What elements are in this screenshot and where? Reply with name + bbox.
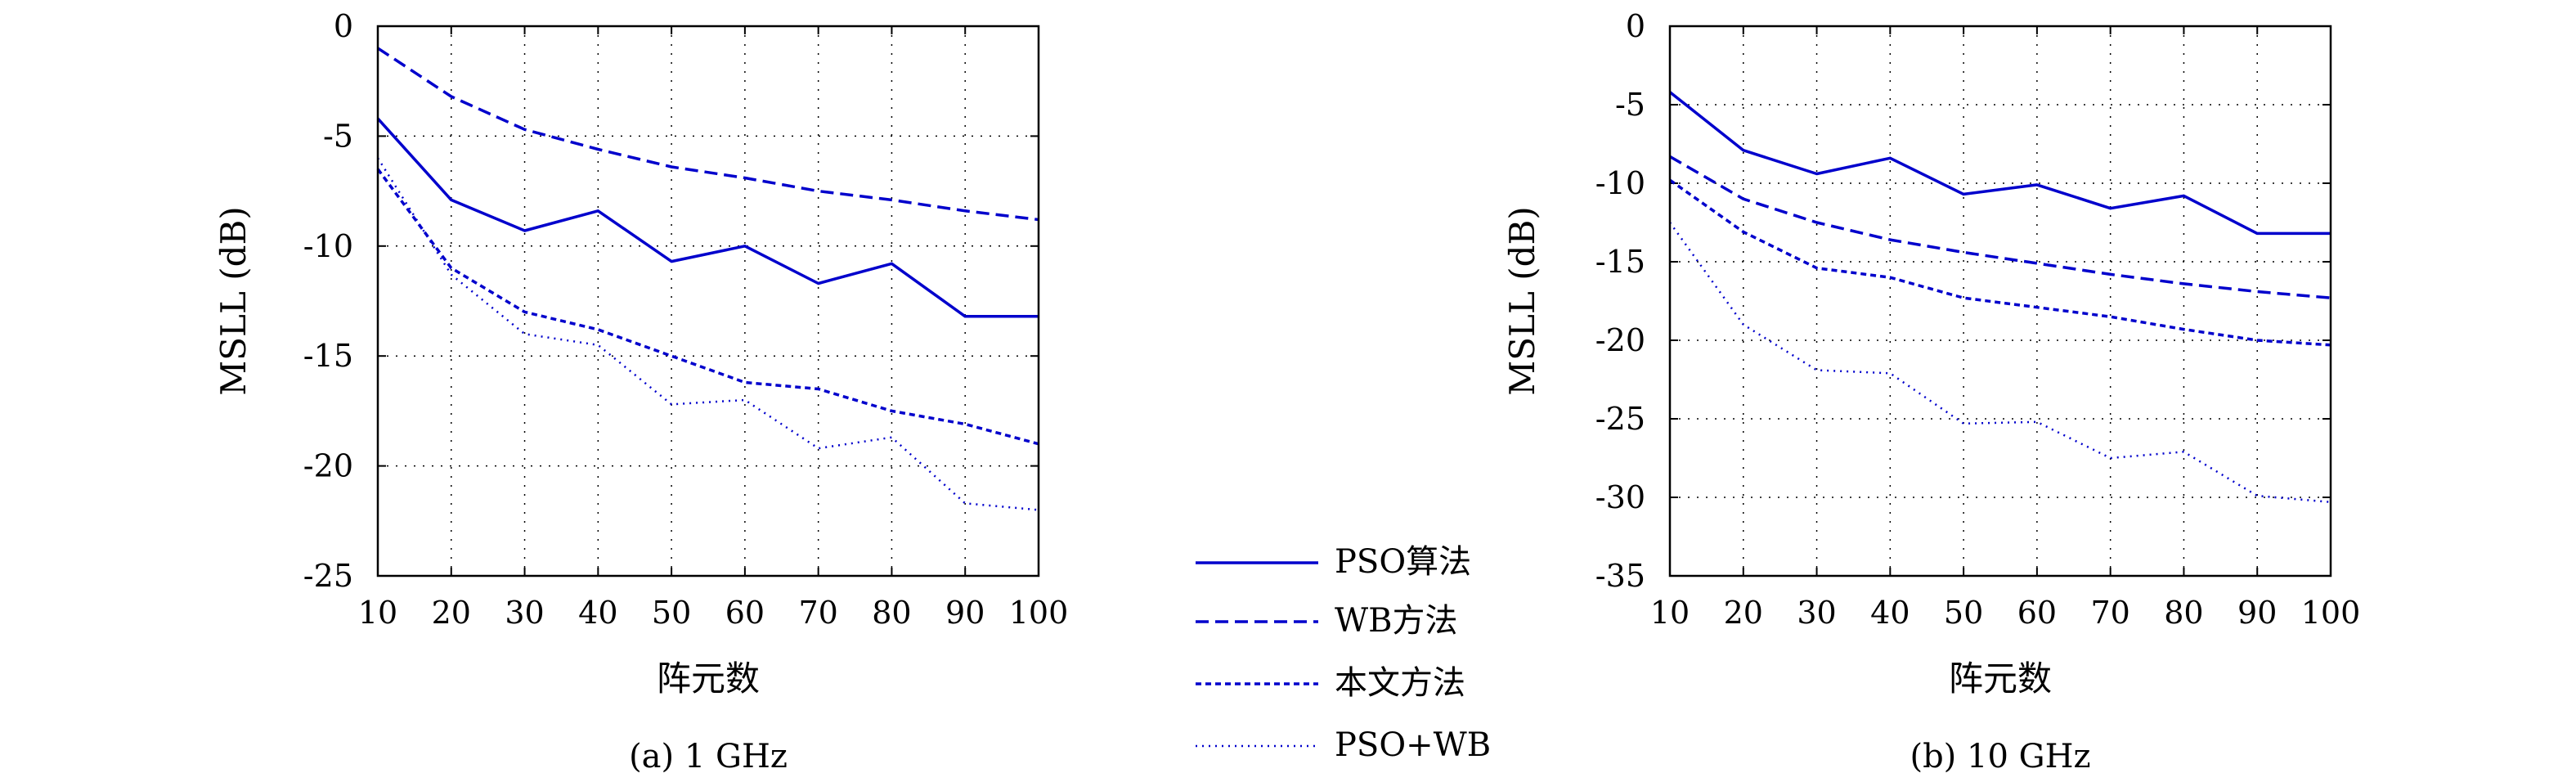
x-tick-label: 20 (432, 595, 471, 631)
y-tick-label: -5 (1615, 87, 1645, 123)
legend-label: WB方法 (1335, 602, 1458, 640)
y-tick-label: -20 (303, 448, 353, 484)
x-tick-label: 100 (1009, 595, 1069, 631)
y-tick-label: -20 (1595, 322, 1645, 358)
y-tick-label: 0 (1626, 8, 1645, 44)
x-tick-label: 20 (1724, 595, 1763, 631)
panel-caption: (b) 10 GHz (1910, 738, 2090, 775)
y-tick-label: -35 (1595, 558, 1645, 594)
x-tick-label: 50 (1944, 595, 1983, 631)
x-tick-label: 90 (945, 595, 985, 631)
y-axis-label: MSLL (dB) (1502, 206, 1542, 395)
y-tick-label: -10 (1595, 165, 1645, 201)
y-tick-label: -15 (303, 338, 353, 374)
legend-label: PSO算法 (1335, 543, 1471, 581)
x-tick-label: 60 (725, 595, 765, 631)
y-tick-label: -25 (1595, 401, 1645, 437)
x-tick-label: 100 (2301, 595, 2361, 631)
chart-panel-a: 10 20 30 40 50 60 70 80 90 100 0 -5 -10 -15 -20 -25 阵元数 M… (213, 8, 1068, 775)
x-axis-label: 阵元数 (1949, 658, 2052, 699)
plot-frame (376, 25, 1040, 578)
legend-label: PSO+WB (1335, 726, 1491, 764)
y-tick-label: -30 (1595, 479, 1645, 515)
y-tick-label: 0 (334, 8, 353, 44)
x-tick-label: 80 (872, 595, 911, 631)
x-tick-label: 70 (2090, 595, 2129, 631)
x-axis-label: 阵元数 (657, 658, 760, 699)
series-line-2 (1669, 155, 2331, 299)
series-line-1 (376, 117, 1039, 318)
legend-label: 本文方法 (1335, 664, 1465, 702)
x-tick-label: 60 (2017, 595, 2057, 631)
series-line-1 (1668, 91, 2331, 236)
series-line-2 (377, 47, 1039, 222)
y-tick-label: -25 (303, 558, 353, 594)
x-tick-label: 30 (505, 595, 544, 631)
panel-caption: (a) 1 GHz (629, 738, 788, 775)
y-axis-label: MSLL (dB) (213, 206, 254, 395)
x-tick-label: 70 (798, 595, 837, 631)
x-tick-label: 40 (578, 595, 617, 631)
y-tick-label: -5 (323, 118, 353, 154)
y-tick-label: -15 (1595, 244, 1645, 280)
plot-frame (1668, 25, 2332, 578)
x-tick-label: 10 (1650, 595, 1690, 631)
x-tick-label: 50 (652, 595, 691, 631)
series-line-3 (1668, 178, 2331, 347)
series-line-4 (1668, 222, 2331, 504)
x-tick-label: 90 (2237, 595, 2277, 631)
y-tick-label: -10 (303, 228, 353, 264)
x-tick-label: 40 (1870, 595, 1910, 631)
chart-panel-b: 10 20 30 40 50 60 70 80 90 100 0 -5 -10 -15 -20 -25 -30 -… (1502, 8, 2360, 775)
x-tick-label: 80 (2164, 595, 2203, 631)
x-tick-label: 10 (358, 595, 397, 631)
x-tick-label: 30 (1797, 595, 1836, 631)
